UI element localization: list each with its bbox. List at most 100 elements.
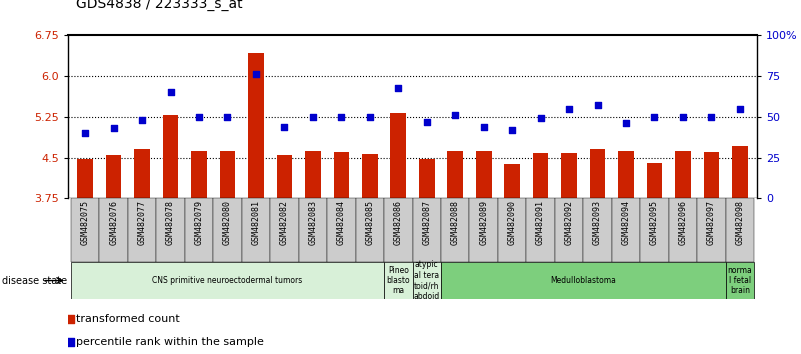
FancyBboxPatch shape — [356, 198, 384, 262]
Text: GSM482091: GSM482091 — [536, 200, 545, 245]
Text: Medulloblastoma: Medulloblastoma — [550, 276, 616, 285]
Bar — [333, 152, 349, 198]
Bar — [646, 163, 662, 198]
Point — [78, 130, 91, 136]
Point — [705, 114, 718, 120]
FancyBboxPatch shape — [71, 198, 99, 262]
Text: transformed count: transformed count — [75, 314, 179, 324]
Bar — [476, 151, 492, 198]
Point — [449, 112, 461, 118]
Bar — [448, 151, 463, 198]
FancyBboxPatch shape — [384, 198, 413, 262]
Bar — [703, 152, 719, 198]
Bar — [419, 159, 435, 198]
FancyBboxPatch shape — [726, 198, 754, 262]
Bar — [505, 164, 520, 198]
Point — [250, 72, 263, 77]
Text: GSM482078: GSM482078 — [166, 200, 175, 245]
Point — [534, 116, 547, 121]
FancyBboxPatch shape — [413, 198, 441, 262]
Point — [591, 103, 604, 108]
Text: GSM482088: GSM482088 — [451, 200, 460, 245]
Bar — [732, 145, 747, 198]
Bar — [562, 153, 577, 198]
FancyBboxPatch shape — [327, 198, 356, 262]
Text: percentile rank within the sample: percentile rank within the sample — [75, 337, 264, 347]
Text: GSM482094: GSM482094 — [622, 200, 630, 245]
FancyBboxPatch shape — [669, 198, 697, 262]
Text: CNS primitive neuroectodermal tumors: CNS primitive neuroectodermal tumors — [152, 276, 303, 285]
Text: GSM482089: GSM482089 — [479, 200, 488, 245]
FancyBboxPatch shape — [583, 198, 612, 262]
Bar — [305, 151, 320, 198]
Bar — [248, 53, 264, 198]
Point — [392, 85, 405, 90]
Bar — [390, 113, 406, 198]
Bar — [135, 149, 150, 198]
Point — [192, 114, 205, 120]
Point — [505, 127, 518, 133]
Bar — [533, 153, 549, 198]
FancyBboxPatch shape — [384, 262, 413, 299]
FancyBboxPatch shape — [270, 198, 299, 262]
Point — [364, 114, 376, 120]
Point — [107, 125, 120, 131]
FancyBboxPatch shape — [726, 262, 754, 299]
Text: GSM482082: GSM482082 — [280, 200, 289, 245]
Text: GSM482084: GSM482084 — [337, 200, 346, 245]
Text: GSM482075: GSM482075 — [81, 200, 90, 245]
Bar — [78, 159, 93, 198]
FancyBboxPatch shape — [640, 198, 669, 262]
Text: GSM482098: GSM482098 — [735, 200, 744, 245]
Text: GDS4838 / 223333_s_at: GDS4838 / 223333_s_at — [76, 0, 243, 11]
Point — [677, 114, 690, 120]
Text: GSM482093: GSM482093 — [593, 200, 602, 245]
Point — [648, 114, 661, 120]
Text: Pineo
blasto
ma: Pineo blasto ma — [386, 266, 410, 296]
FancyBboxPatch shape — [213, 198, 242, 262]
Point — [307, 114, 320, 120]
Bar — [106, 155, 122, 198]
FancyBboxPatch shape — [71, 262, 384, 299]
Point — [620, 120, 633, 126]
Bar — [618, 151, 634, 198]
Text: GSM482090: GSM482090 — [508, 200, 517, 245]
Text: GSM482087: GSM482087 — [422, 200, 431, 245]
Bar — [191, 151, 207, 198]
Point — [477, 124, 490, 130]
FancyBboxPatch shape — [526, 198, 555, 262]
Bar — [590, 149, 606, 198]
FancyBboxPatch shape — [441, 198, 469, 262]
FancyBboxPatch shape — [612, 198, 640, 262]
Point — [421, 119, 433, 125]
Bar — [219, 151, 235, 198]
Text: GSM482077: GSM482077 — [138, 200, 147, 245]
FancyBboxPatch shape — [128, 198, 156, 262]
Text: GSM482081: GSM482081 — [252, 200, 260, 245]
Text: GSM482097: GSM482097 — [707, 200, 716, 245]
Text: GSM482096: GSM482096 — [678, 200, 687, 245]
Bar — [276, 155, 292, 198]
Point — [562, 106, 575, 112]
Point — [278, 124, 291, 130]
Text: GSM482095: GSM482095 — [650, 200, 659, 245]
Bar — [675, 151, 690, 198]
Text: disease state: disease state — [2, 275, 66, 286]
Text: atypic
al tera
toid/rh
abdoid: atypic al tera toid/rh abdoid — [413, 261, 440, 301]
FancyBboxPatch shape — [185, 198, 213, 262]
Bar — [163, 115, 179, 198]
Text: GSM482083: GSM482083 — [308, 200, 317, 245]
Point — [734, 106, 747, 112]
Text: GSM482092: GSM482092 — [565, 200, 574, 245]
FancyBboxPatch shape — [299, 198, 327, 262]
FancyBboxPatch shape — [413, 262, 441, 299]
FancyBboxPatch shape — [498, 198, 526, 262]
Text: GSM482076: GSM482076 — [109, 200, 118, 245]
Text: norma
l fetal
brain: norma l fetal brain — [727, 266, 752, 296]
Point — [164, 90, 177, 95]
Text: GSM482079: GSM482079 — [195, 200, 203, 245]
FancyBboxPatch shape — [242, 198, 270, 262]
FancyBboxPatch shape — [469, 198, 498, 262]
FancyBboxPatch shape — [99, 198, 128, 262]
Point — [335, 114, 348, 120]
